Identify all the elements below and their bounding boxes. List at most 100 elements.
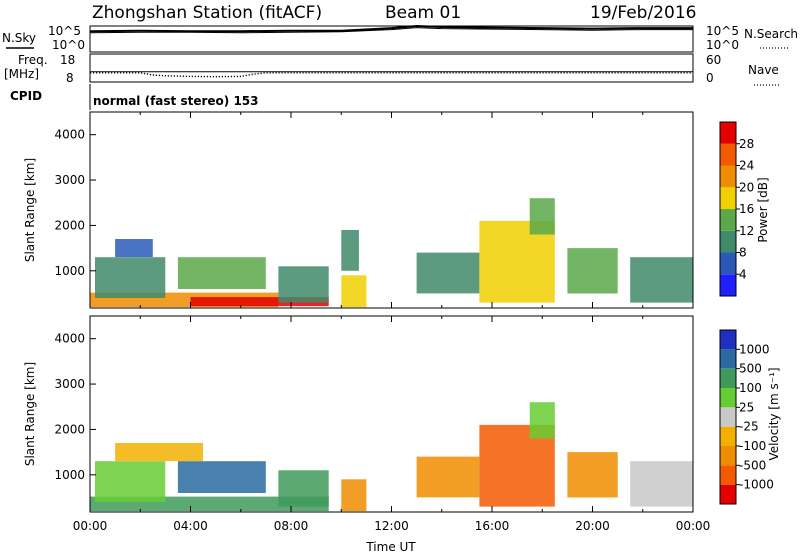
velocity-region-2: [115, 443, 203, 462]
velocity-colorbar-bin-5: [720, 388, 736, 408]
power-ylabel: Slant Range [km]: [23, 158, 37, 262]
time-axis-label: Time UT: [365, 540, 416, 554]
velocity-xtick-label-5: 20:00: [575, 519, 610, 533]
power-region-3: [115, 239, 153, 258]
velocity-colorbar-label-1: 500: [739, 362, 762, 376]
cpid-text: normal (fast stereo) 153: [93, 94, 259, 108]
velocity-region-1: [95, 461, 166, 502]
power-ytick-label-1: 2000: [54, 218, 85, 232]
power-region-11: [567, 248, 618, 294]
nave-label: Nave: [748, 63, 779, 77]
velocity-x-axis: 00:00 04:00 08:00 12:00 16:00 20:00 00:00: [73, 316, 711, 533]
cpid-row: CPID normal (fast stereo) 153: [10, 84, 259, 110]
velocity-region-3: [177, 461, 266, 493]
velocity-colorbar-label-0: 1000: [739, 342, 770, 356]
power-region-7: [341, 230, 359, 271]
velocity-region-5: [341, 479, 367, 512]
velocity-ytick-label-1: 2000: [54, 422, 85, 436]
power-colorbar-bin-3: [720, 209, 736, 231]
power-x-axis: [89, 112, 694, 308]
power-ytick-label-3: 4000: [54, 128, 85, 142]
velocity-colorbar-label-6: -500: [739, 458, 766, 472]
velocity-xtick-label-0: 00:00: [73, 519, 108, 533]
velocity-ytick-label-0: 1000: [54, 468, 85, 482]
power-colorbar-bin-0: [720, 274, 736, 297]
nsky-frame: [89, 25, 694, 53]
power-colorbar-label-6: 28: [739, 137, 754, 151]
power-colorbar-bin-1: [720, 252, 736, 275]
velocity-xtick-label-2: 08:00: [274, 519, 309, 533]
velocity-colorbar-label-2: 100: [739, 381, 762, 395]
velocity-colorbar-bin-0: [720, 484, 736, 504]
nave-tick-bottom: 0: [706, 71, 714, 85]
beam-label: Beam 01: [385, 3, 461, 23]
nsky-series-line: [89, 24, 693, 33]
velocity-colorbar-bin-4: [720, 407, 736, 427]
power-panel: 1000 2000 3000 4000 Slant Range [km] 4 8 12 16…: [23, 111, 770, 309]
power-colorbar-label-0: 4: [739, 267, 747, 281]
power-region-10: [529, 198, 555, 235]
velocity-colorbar-bin-6: [720, 368, 736, 388]
velocity-colorbar-label-7: -1000: [739, 478, 774, 492]
velocity-region-10: [630, 461, 693, 507]
velocity-colorbar-label: Velocity [m s⁻¹]: [767, 367, 781, 460]
velocity-colorbar-bin-1: [720, 465, 736, 485]
velocity-colorbar-bin-7: [720, 349, 736, 369]
freq-panel: Freq. [MHz] 18 8 60 0 Nave: [4, 53, 780, 86]
power-colorbar-label-2: 12: [739, 224, 754, 238]
power-colorbar-bin-4: [720, 187, 736, 210]
power-colorbar-bin-2: [720, 230, 736, 253]
power-colorbar: 4 8 12 16 20 24 28: [719, 121, 754, 297]
velocity-region-9: [567, 452, 618, 498]
power-ytick-label-2: 3000: [54, 173, 85, 187]
velocity-region-4: [278, 470, 329, 507]
freq-label-1: Freq.: [18, 53, 48, 67]
velocity-xtick-label-1: 04:00: [173, 519, 208, 533]
freq-frame: [89, 53, 694, 83]
nsearch-tick-bottom: 10^0: [706, 38, 739, 52]
velocity-colorbar-bin-3: [720, 426, 736, 446]
freq-label-2: [MHz]: [4, 67, 39, 81]
velocity-xtick-label-4: 16:00: [475, 519, 510, 533]
nsky-tick-bottom: 10^0: [52, 38, 85, 52]
power-colorbar-label-5: 24: [739, 159, 754, 173]
nsearch-tick-top: 10^5: [706, 24, 739, 38]
velocity-region-6: [416, 456, 480, 498]
power-region-12: [630, 257, 693, 303]
power-region-5: [278, 266, 329, 303]
power-colorbar-label-3: 16: [739, 202, 754, 216]
nsky-panel: N.Sky 10^5 10^0 10^5 10^0 N.Search: [2, 24, 798, 53]
velocity-data-layer: [90, 402, 693, 512]
plot-title: Zhongshan Station (fitACF): [92, 3, 322, 23]
velocity-colorbar-label-3: 25: [739, 400, 754, 414]
freq-series-line: [90, 72, 693, 78]
velocity-colorbar: 1000 500 100 25 -25 -100 -500 -1000: [719, 329, 774, 505]
power-ytick-label-0: 1000: [54, 264, 85, 278]
power-colorbar-label: Power [dB]: [756, 177, 770, 242]
power-y-axis: 1000 2000 3000 4000: [54, 128, 96, 278]
power-colorbar-bin-5: [720, 165, 736, 188]
velocity-colorbar-bin-2: [720, 446, 736, 466]
velocity-colorbar-label-5: -100: [739, 439, 766, 453]
velocity-region-7: [479, 424, 555, 507]
velocity-y-axis: 1000 2000 3000 4000: [54, 332, 96, 482]
velocity-ylabel: Slant Range [km]: [23, 362, 37, 466]
velocity-ytick-label-2: 3000: [54, 377, 85, 391]
power-region-8: [416, 252, 480, 294]
velocity-xtick-label-6: 00:00: [676, 519, 711, 533]
velocity-ytick-label-3: 4000: [54, 332, 85, 346]
freq-tick-bottom: 8: [66, 71, 74, 85]
power-colorbar-label-4: 20: [739, 180, 754, 194]
nsearch-series-line: [89, 27, 693, 34]
nsearch-label: N.Search: [744, 27, 798, 41]
velocity-region-8: [529, 402, 555, 439]
power-data-layer: [90, 198, 693, 308]
power-region-9: [479, 220, 555, 303]
velocity-colorbar-label-4: -25: [739, 420, 759, 434]
velocity-colorbar-frame: [719, 329, 737, 505]
power-colorbar-bin-6: [720, 143, 736, 166]
nsky-tick-top: 10^5: [48, 24, 81, 38]
velocity-panel: 1000 2000 3000 4000 00:00 04:00 08:00 12:00 16:…: [23, 315, 781, 554]
power-region-1: [190, 297, 329, 307]
